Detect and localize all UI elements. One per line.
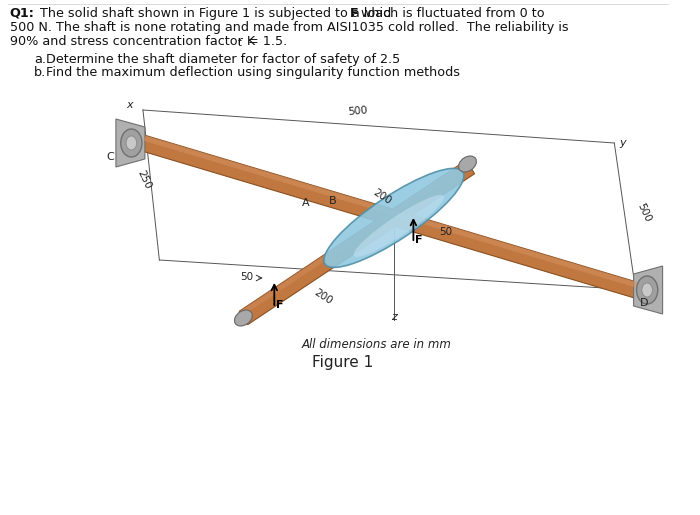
Text: x: x: [127, 100, 133, 110]
Text: F: F: [350, 7, 358, 20]
Text: D: D: [639, 298, 648, 308]
Text: Find the maximum deflection using singularity function methods: Find the maximum deflection using singul…: [46, 66, 461, 79]
Ellipse shape: [636, 276, 658, 304]
Text: 200: 200: [312, 287, 334, 306]
Ellipse shape: [642, 283, 652, 297]
Polygon shape: [144, 135, 638, 288]
Text: 500: 500: [636, 202, 653, 224]
Ellipse shape: [120, 129, 142, 157]
Text: A: A: [302, 198, 309, 209]
Text: which is fluctuated from 0 to: which is fluctuated from 0 to: [358, 7, 545, 20]
Polygon shape: [116, 119, 145, 167]
Text: 90% and stress concentration factor K: 90% and stress concentration factor K: [10, 35, 255, 48]
Polygon shape: [239, 160, 475, 325]
Polygon shape: [239, 160, 469, 316]
Text: B: B: [328, 196, 336, 206]
Text: y: y: [619, 138, 626, 148]
Ellipse shape: [126, 136, 136, 150]
Text: C: C: [106, 152, 114, 162]
Text: 50: 50: [239, 272, 253, 282]
Text: 500 N. The shaft is none rotating and made from AISI1035 cold rolled.  The relia: 500 N. The shaft is none rotating and ma…: [10, 21, 568, 34]
Ellipse shape: [354, 195, 444, 257]
Polygon shape: [141, 135, 638, 298]
Text: 250: 250: [135, 169, 153, 191]
Text: b.: b.: [34, 66, 46, 79]
Ellipse shape: [458, 156, 477, 172]
Text: F: F: [276, 300, 284, 310]
Text: a.: a.: [34, 53, 46, 66]
Ellipse shape: [324, 168, 464, 267]
Polygon shape: [634, 266, 663, 314]
Text: Determine the shaft diameter for factor of safety of 2.5: Determine the shaft diameter for factor …: [46, 53, 400, 66]
Text: 50: 50: [440, 227, 453, 237]
Text: z: z: [391, 312, 397, 322]
Text: The solid shaft shown in Figure 1 is subjected to a load: The solid shaft shown in Figure 1 is sub…: [32, 7, 395, 20]
Text: 200: 200: [371, 187, 393, 207]
Text: = 1.5.: = 1.5.: [244, 35, 288, 48]
Text: t: t: [237, 38, 241, 48]
Text: Q1:: Q1:: [10, 7, 34, 20]
Text: F: F: [415, 235, 423, 245]
Ellipse shape: [234, 310, 252, 326]
Text: 500: 500: [347, 106, 368, 117]
Text: Figure 1: Figure 1: [312, 355, 374, 370]
Text: All dimensions are in mm: All dimensions are in mm: [302, 338, 452, 352]
